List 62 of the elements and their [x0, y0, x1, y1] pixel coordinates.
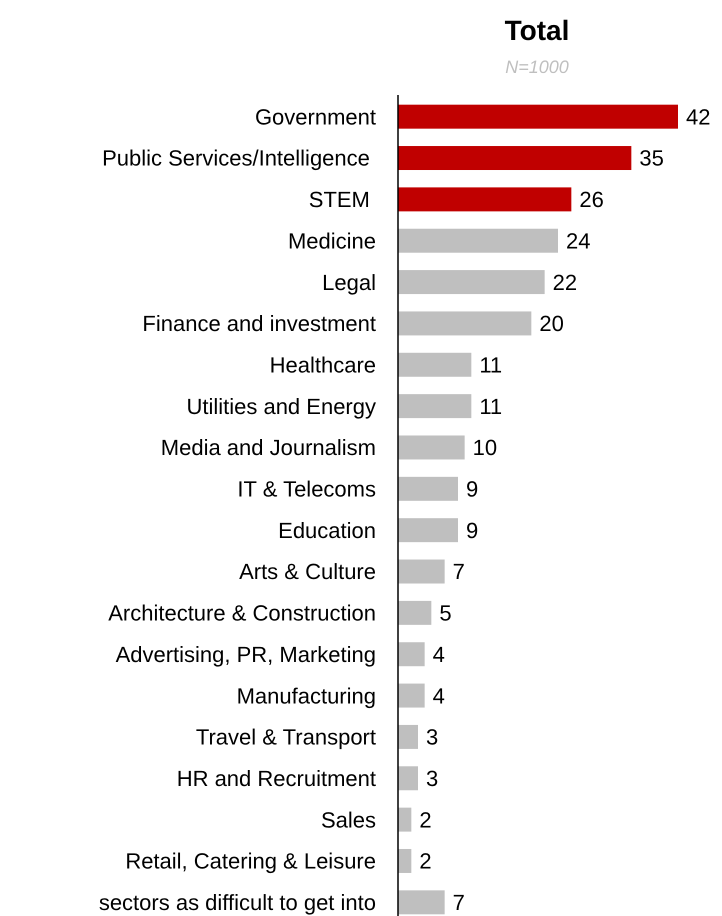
- y-tick-label: Utilities and Energy: [186, 394, 376, 419]
- bar: [398, 311, 532, 336]
- y-tick-label: Legal: [322, 270, 376, 295]
- y-tick-label: Medicine: [288, 228, 376, 254]
- y-tick-label: Public Services/Intelligence: [102, 146, 376, 171]
- chart-title: Total: [504, 15, 570, 46]
- data-label: 9: [466, 476, 478, 502]
- bar: [398, 642, 425, 666]
- bar: [398, 146, 632, 170]
- bar: [398, 890, 445, 914]
- data-label: 4: [432, 683, 445, 708]
- data-label: 24: [566, 228, 590, 254]
- data-label: 7: [452, 890, 465, 916]
- y-tick-label: Arts & Culture: [239, 559, 376, 584]
- data-label: 11: [479, 394, 502, 419]
- y-tick-label: Education: [278, 518, 376, 543]
- data-label: 3: [426, 766, 438, 791]
- bar: [398, 394, 472, 418]
- data-label: 11: [479, 352, 502, 378]
- chart-subtitle: N=1000: [505, 57, 569, 77]
- data-label: 2: [419, 807, 432, 832]
- y-tick-label: HR and Recruitment: [176, 766, 376, 791]
- y-tick-label: Sales: [320, 807, 376, 832]
- data-label: 35: [639, 146, 664, 171]
- data-label: 42: [686, 104, 710, 130]
- bar: [398, 228, 558, 253]
- data-label: 3: [426, 724, 438, 750]
- data-label: 10: [472, 435, 498, 460]
- data-label: 22: [552, 270, 578, 295]
- y-tick-label: Media and Journalism: [160, 435, 376, 460]
- bar: [398, 518, 458, 542]
- bar: [398, 270, 545, 294]
- y-tick-label: Advertising, PR, Marketing: [116, 642, 376, 667]
- y-tick-label: sectors as difficult to get into: [98, 890, 376, 916]
- data-label: 2: [419, 848, 432, 874]
- bar: [398, 848, 412, 873]
- data-label: 7: [452, 559, 465, 584]
- bar: [398, 724, 418, 749]
- y-tick-label: Government: [254, 104, 376, 130]
- y-tick-label: Travel & Transport: [196, 724, 376, 750]
- bar: [398, 187, 572, 212]
- bar: [398, 684, 425, 708]
- data-label: 5: [439, 600, 452, 626]
- bar: [398, 476, 458, 501]
- y-tick-label: Architecture & Construction: [108, 600, 376, 626]
- y-tick-label: IT & Telecoms: [237, 476, 376, 502]
- y-tick-label: STEM: [308, 187, 376, 212]
- bar: [398, 435, 465, 460]
- y-tick-label: Retail, Catering & Leisure: [125, 848, 376, 874]
- data-label: 26: [579, 187, 604, 212]
- data-label: 20: [539, 311, 564, 336]
- bar: [398, 352, 472, 377]
- bar: [398, 104, 678, 129]
- bar: [398, 560, 445, 584]
- data-label: 4: [432, 642, 445, 667]
- bar: [398, 808, 412, 832]
- y-tick-label: Healthcare: [270, 352, 376, 378]
- y-tick-label: Finance and investment: [142, 311, 376, 336]
- y-tick-label: Manufacturing: [236, 683, 376, 708]
- data-label: 9: [466, 518, 478, 543]
- bar: [398, 766, 418, 790]
- bar: [398, 600, 432, 625]
